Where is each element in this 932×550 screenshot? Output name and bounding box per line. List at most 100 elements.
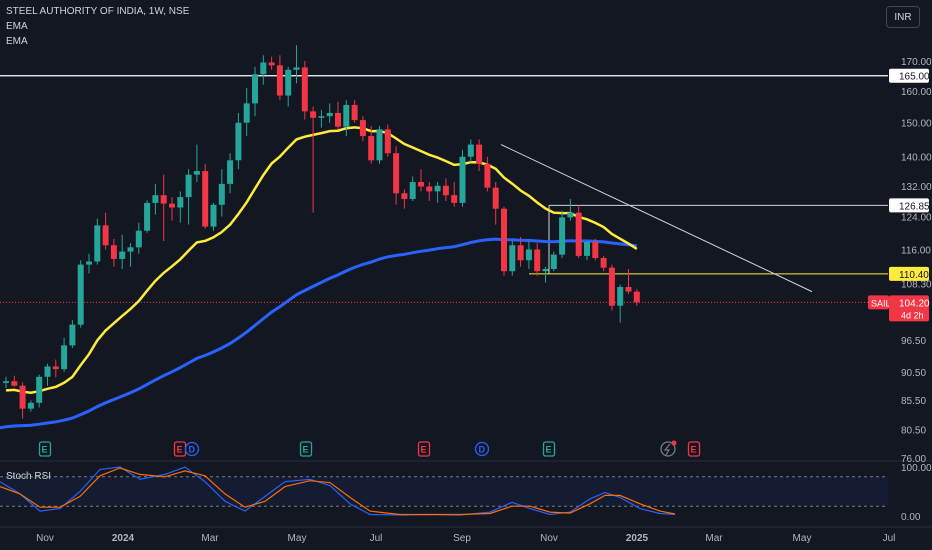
candle-body[interactable] bbox=[235, 122, 242, 161]
earnings-marker[interactable] bbox=[417, 441, 431, 457]
candle-body[interactable] bbox=[169, 203, 175, 208]
candle-body[interactable] bbox=[376, 129, 383, 161]
candle-body[interactable] bbox=[384, 129, 391, 154]
candle-body[interactable] bbox=[492, 187, 499, 209]
candle-body[interactable] bbox=[409, 182, 416, 200]
candle-body[interactable] bbox=[484, 163, 491, 188]
candle-body[interactable] bbox=[310, 111, 317, 118]
candle-body[interactable] bbox=[501, 208, 507, 272]
candle-body[interactable] bbox=[268, 62, 275, 66]
candle-body[interactable] bbox=[119, 251, 126, 259]
candle-body[interactable] bbox=[293, 67, 300, 70]
candle-body[interactable] bbox=[86, 261, 92, 265]
candle-body[interactable] bbox=[202, 171, 209, 227]
candle-body[interactable] bbox=[567, 212, 574, 218]
candle-body[interactable] bbox=[459, 156, 466, 203]
candle-body[interactable] bbox=[276, 65, 283, 96]
candle-body[interactable] bbox=[152, 195, 159, 203]
indicator-ema-1[interactable]: EMA bbox=[6, 21, 28, 32]
candle-body[interactable] bbox=[27, 402, 34, 409]
candle-body[interactable] bbox=[467, 144, 474, 157]
candle-body[interactable] bbox=[193, 171, 200, 175]
candle-body[interactable] bbox=[534, 249, 541, 272]
candle-body[interactable] bbox=[61, 345, 68, 370]
candle-body[interactable] bbox=[77, 264, 84, 325]
candle-body[interactable] bbox=[617, 287, 624, 306]
currency-button[interactable]: INR bbox=[886, 6, 920, 28]
candle-body[interactable] bbox=[550, 254, 557, 269]
candle-body[interactable] bbox=[476, 144, 483, 164]
candle-body[interactable] bbox=[633, 291, 640, 303]
candle-body[interactable] bbox=[359, 120, 366, 137]
candle-body[interactable] bbox=[144, 202, 151, 231]
candle-body[interactable] bbox=[343, 104, 350, 127]
time-axis-label: Jul bbox=[370, 533, 383, 544]
stoch-d-line[interactable] bbox=[0, 467, 676, 516]
candle-body[interactable] bbox=[542, 268, 549, 272]
candle-body[interactable] bbox=[102, 225, 109, 246]
candle-body[interactable] bbox=[608, 267, 615, 306]
candle-body[interactable] bbox=[3, 381, 9, 383]
candle-body[interactable] bbox=[335, 112, 341, 127]
candle-body[interactable] bbox=[227, 160, 234, 184]
candle-body[interactable] bbox=[418, 182, 424, 187]
candle-body[interactable] bbox=[393, 153, 400, 194]
candle-body[interactable] bbox=[600, 258, 607, 268]
candle-body[interactable] bbox=[368, 136, 375, 161]
ema-short-line[interactable] bbox=[5, 126, 638, 394]
countdown-tag: 4d 2h bbox=[901, 310, 924, 320]
candle-body[interactable] bbox=[260, 62, 267, 75]
candle-body[interactable] bbox=[517, 245, 524, 261]
candle-body[interactable] bbox=[509, 245, 516, 272]
candle-body[interactable] bbox=[19, 385, 26, 409]
dividend-marker[interactable] bbox=[184, 441, 200, 457]
candle-body[interactable] bbox=[160, 195, 167, 204]
candle-body[interactable] bbox=[44, 366, 51, 377]
trendline[interactable] bbox=[500, 144, 813, 293]
earnings-marker[interactable] bbox=[687, 441, 701, 457]
dividend-marker[interactable] bbox=[474, 441, 490, 457]
candle-body[interactable] bbox=[351, 104, 358, 121]
stoch-k-line[interactable] bbox=[0, 466, 676, 516]
ema-long-line[interactable] bbox=[0, 237, 637, 430]
candle-body[interactable] bbox=[525, 249, 532, 261]
earnings-marker[interactable] bbox=[38, 441, 52, 457]
candle-body[interactable] bbox=[401, 193, 408, 200]
candle-body[interactable] bbox=[127, 247, 134, 252]
candle-body[interactable] bbox=[69, 324, 76, 346]
candle-body[interactable] bbox=[301, 67, 308, 112]
candle-body[interactable] bbox=[326, 112, 333, 117]
candle-body[interactable] bbox=[318, 116, 325, 118]
candle-body[interactable] bbox=[218, 183, 225, 205]
candle-body[interactable] bbox=[210, 204, 217, 227]
candle-body[interactable] bbox=[110, 245, 117, 259]
symbol-title[interactable]: STEEL AUTHORITY OF INDIA, 1W, NSE bbox=[6, 6, 190, 17]
earnings-marker[interactable] bbox=[299, 441, 313, 457]
earnings-marker[interactable] bbox=[542, 441, 556, 457]
candle-body[interactable] bbox=[625, 287, 632, 292]
candle-body[interactable] bbox=[434, 185, 441, 192]
candle-body[interactable] bbox=[451, 195, 458, 203]
indicator-ema-2[interactable]: EMA bbox=[6, 36, 28, 47]
candle-body[interactable] bbox=[252, 74, 258, 104]
candle-body[interactable] bbox=[243, 103, 250, 123]
split-event-icon[interactable] bbox=[660, 441, 676, 457]
candle-body[interactable] bbox=[185, 174, 192, 198]
candle-body[interactable] bbox=[94, 225, 101, 262]
candle-body[interactable] bbox=[575, 212, 582, 256]
price-tick-label: 160.00 bbox=[901, 87, 932, 98]
candle-body[interactable] bbox=[11, 381, 18, 386]
event-marker-label: E bbox=[421, 445, 427, 455]
candle-body[interactable] bbox=[52, 366, 59, 370]
candle-body[interactable] bbox=[592, 241, 599, 259]
candle-body[interactable] bbox=[584, 241, 590, 256]
candle-body[interactable] bbox=[442, 185, 449, 196]
time-axis-label: Sep bbox=[453, 533, 471, 544]
candle-body[interactable] bbox=[559, 217, 566, 255]
candle-body[interactable] bbox=[177, 197, 184, 208]
candle-body[interactable] bbox=[135, 230, 142, 248]
candle-body[interactable] bbox=[36, 376, 43, 403]
candle-body[interactable] bbox=[426, 186, 433, 192]
candle-body[interactable] bbox=[285, 69, 292, 96]
